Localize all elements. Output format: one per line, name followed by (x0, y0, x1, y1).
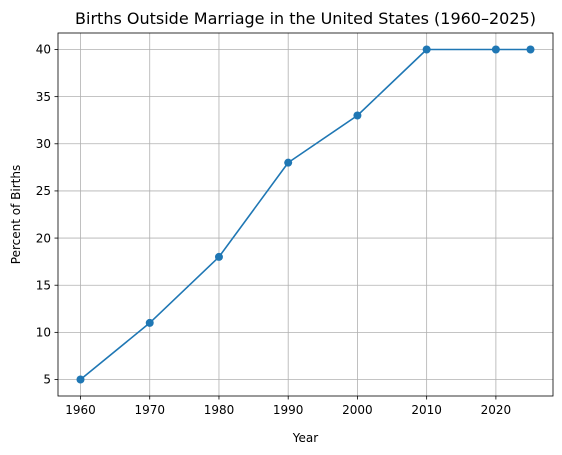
chart-title: Births Outside Marriage in the United St… (75, 9, 536, 28)
x-tick-label: 2000 (342, 403, 373, 417)
grid (58, 33, 553, 396)
data-point (145, 318, 154, 327)
y-tick-label: 15 (36, 278, 51, 292)
data-point (422, 45, 431, 54)
ticks: 1960 1970 1980 1990 2000 2010 2020 5 10 15 20 25 30 3… (36, 43, 511, 417)
data-point (214, 252, 223, 261)
plot-frame (57, 32, 554, 397)
y-tick-label: 20 (36, 231, 51, 245)
x-tick-label: 2010 (411, 403, 442, 417)
y-tick-label: 40 (36, 43, 51, 57)
x-tick-label: 1990 (273, 403, 304, 417)
series-layer (76, 45, 535, 384)
y-axis-label: Percent of Births (9, 165, 23, 264)
data-point (76, 375, 85, 384)
x-tick-label: 1980 (204, 403, 235, 417)
y-tick-label: 10 (36, 326, 51, 340)
data-point (526, 45, 535, 54)
x-axis-label: Year (292, 431, 318, 445)
data-point (491, 45, 500, 54)
x-tick-label: 1960 (65, 403, 96, 417)
x-tick-label: 1970 (134, 403, 165, 417)
y-tick-label: 35 (36, 90, 51, 104)
x-tick-label: 2020 (481, 403, 512, 417)
y-tick-label: 5 (43, 373, 51, 387)
y-tick-label: 25 (36, 184, 51, 198)
series-line (79, 48, 531, 381)
y-tick-label: 30 (36, 137, 51, 151)
data-point (353, 111, 362, 120)
data-point (284, 158, 293, 167)
